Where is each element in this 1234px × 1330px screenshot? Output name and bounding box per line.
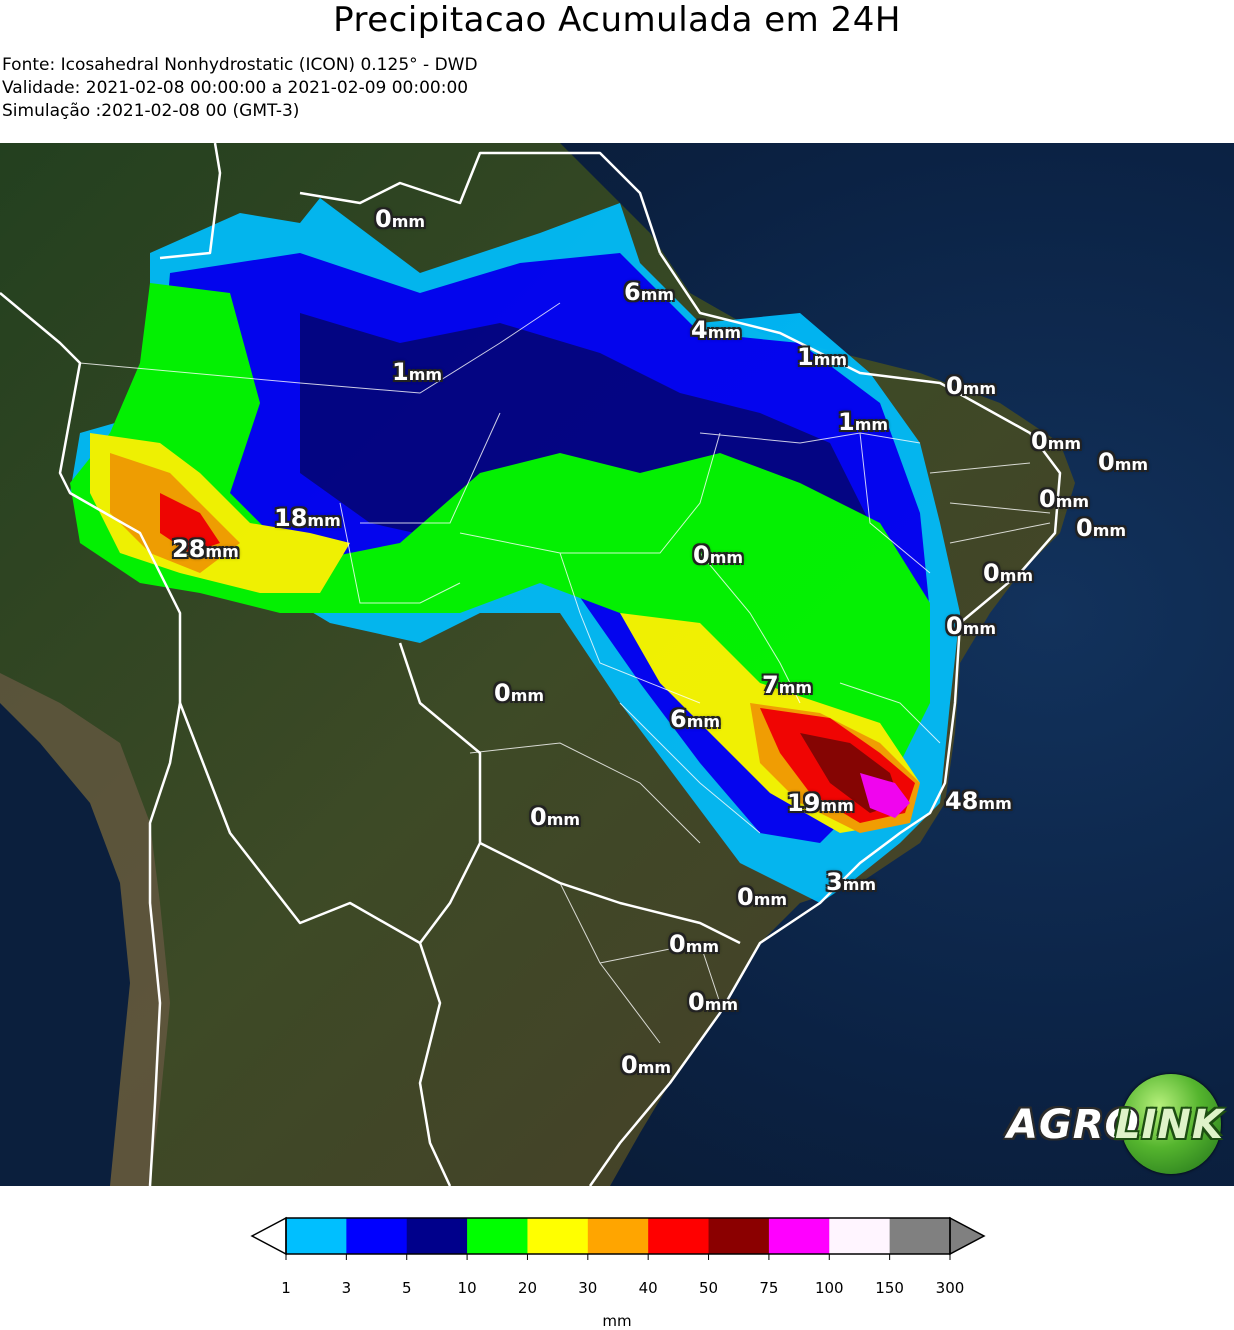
validity-line: Validade: 2021-02-08 00:00:00 a 2021-02-…: [2, 78, 469, 98]
precip-label: 0mm: [1031, 427, 1082, 455]
precip-label: 1mm: [392, 358, 443, 386]
precip-label: 0mm: [1076, 514, 1127, 542]
precip-label: 28mm: [172, 535, 239, 563]
colorbar-cell: [406, 1218, 468, 1254]
colorbar-tick-label: 150: [875, 1279, 904, 1297]
colorbar-tick-label: 20: [517, 1279, 537, 1297]
colorbar-cell: [648, 1218, 710, 1254]
precip-label: 6mm: [624, 278, 675, 306]
precip-label: 0mm: [693, 541, 744, 569]
logo-globe: [1121, 1074, 1221, 1174]
colorbar-tick-label: 10: [457, 1279, 477, 1297]
colorbar-cell: [768, 1218, 830, 1254]
precip-label: 18mm: [274, 504, 341, 532]
precip-label: 0mm: [494, 679, 545, 707]
precip-label: 0mm: [688, 988, 739, 1016]
precip-label: 0mm: [946, 612, 997, 640]
precip-label: 1mm: [797, 343, 848, 371]
precip-label: 0mm: [946, 372, 997, 400]
colorbar-tick-label: 300: [935, 1279, 965, 1297]
precip-label: 0mm: [530, 803, 581, 831]
colorbar-cell: [346, 1218, 408, 1254]
precip-label: 0mm: [1098, 448, 1149, 476]
colorbar-tick-label: 5: [401, 1279, 412, 1297]
precip-label: 19mm: [787, 789, 854, 817]
colorbar-tick-label: 75: [759, 1279, 779, 1297]
colorbar-tick-label: 50: [698, 1279, 719, 1297]
logo-text-agro: AGRO: [1007, 1102, 1140, 1148]
precip-label: 3mm: [826, 868, 877, 896]
colorbar-tick-label: 1: [281, 1279, 291, 1297]
colorbar-unit: mm: [602, 1312, 632, 1330]
precip-label: 1mm: [838, 408, 889, 436]
precip-label: 0mm: [983, 559, 1034, 587]
logo-text-link: LINK: [1115, 1102, 1224, 1148]
colorbar-over-arrow: [949, 1216, 986, 1256]
map-title: Precipitacao Acumulada em 24H: [333, 0, 901, 40]
precip-label: 0mm: [1039, 485, 1090, 513]
colorbar-under-arrow: [250, 1216, 287, 1256]
precip-label: 48mm: [945, 787, 1012, 815]
precip-label: 0mm: [375, 205, 426, 233]
source-line: Fonte: Icosahedral Nonhydrostatic (ICON)…: [2, 55, 478, 75]
colorbar-cell: [527, 1218, 589, 1254]
simulation-line: Simulação :2021-02-08 00 (GMT-3): [2, 101, 300, 121]
precip-label: 0mm: [737, 883, 788, 911]
colorbar: [250, 1216, 986, 1260]
precip-label: 4mm: [691, 316, 742, 344]
colorbar-tick-label: 30: [578, 1279, 598, 1297]
colorbar-cell: [286, 1218, 347, 1254]
colorbar-cell: [587, 1218, 649, 1254]
agrolink-logo: AGRO LINK: [1005, 1074, 1227, 1178]
colorbar-cell: [467, 1218, 528, 1254]
colorbar-cell: [829, 1218, 891, 1254]
precip-label: 6mm: [670, 705, 721, 733]
precip-label: 0mm: [621, 1051, 672, 1079]
colorbar-tick-label: 3: [341, 1279, 352, 1297]
precipitation-map: [0, 143, 1234, 1186]
precip-label: 0mm: [669, 930, 720, 958]
colorbar-tick-label: 100: [814, 1279, 844, 1297]
colorbar-tick-label: 40: [638, 1279, 658, 1297]
precip-label: 7mm: [762, 671, 813, 699]
colorbar-cell: [708, 1218, 770, 1254]
colorbar-cell: [889, 1218, 951, 1254]
